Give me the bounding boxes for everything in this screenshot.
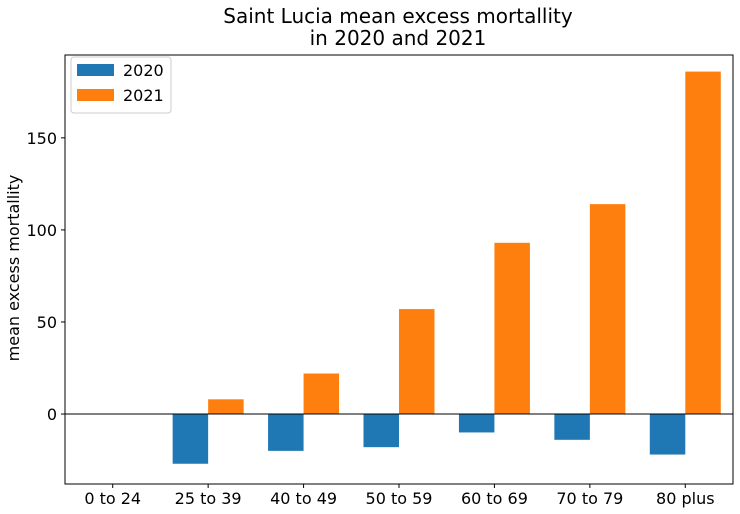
bar-2020-1: [172, 414, 209, 464]
bar-2020-3: [363, 414, 399, 448]
bar-2021-2: [303, 373, 340, 415]
legend-label-2021: 2021: [123, 86, 164, 105]
x-tick-label-0: 0 to 24: [84, 489, 141, 508]
legend-label-2020: 2020: [123, 61, 164, 80]
x-tick-label-5: 70 to 79: [556, 489, 623, 508]
x-tick-label-3: 50 to 59: [366, 489, 433, 508]
y-axis: 0 50 100 150: [26, 129, 65, 424]
chart-title-line-2: in 2020 and 2021: [310, 26, 487, 50]
chart-title-line-1: Saint Lucia mean excess mortallity: [223, 4, 573, 28]
legend-swatch-2021: [77, 89, 114, 101]
bar-2020-5: [554, 414, 590, 440]
bar-2021-4: [494, 242, 530, 415]
y-tick-label-0: 0: [47, 405, 57, 424]
x-tick-label-2: 40 to 49: [270, 489, 337, 508]
bar-2021-6: [685, 71, 721, 415]
chart-title: Saint Lucia mean excess mortallity in 20…: [223, 4, 573, 50]
y-tick-label-2: 100: [26, 221, 57, 240]
bar-2021-3: [399, 309, 435, 415]
bar-2021-5: [589, 204, 626, 415]
y-tick-label-1: 50: [37, 313, 57, 332]
y-axis-label: mean excess mortallity: [4, 175, 23, 362]
bar-2020-6: [649, 414, 686, 455]
x-axis: 0 to 24 25 to 39 40 to 49 50 to 59 60 to 69 7…: [84, 484, 715, 508]
bar-2021-1: [208, 399, 244, 415]
bar-2020-4: [458, 414, 495, 433]
x-tick-label-4: 60 to 69: [461, 489, 528, 508]
x-tick-label-6: 80 plus: [656, 489, 715, 508]
y-tick-label-3: 150: [26, 129, 57, 148]
x-tick-label-1: 25 to 39: [175, 489, 242, 508]
legend: 2020 2021: [70, 56, 172, 114]
bar-2020-2: [268, 414, 304, 451]
bars-layer: [172, 71, 721, 464]
legend-swatch-2020: [77, 64, 114, 76]
